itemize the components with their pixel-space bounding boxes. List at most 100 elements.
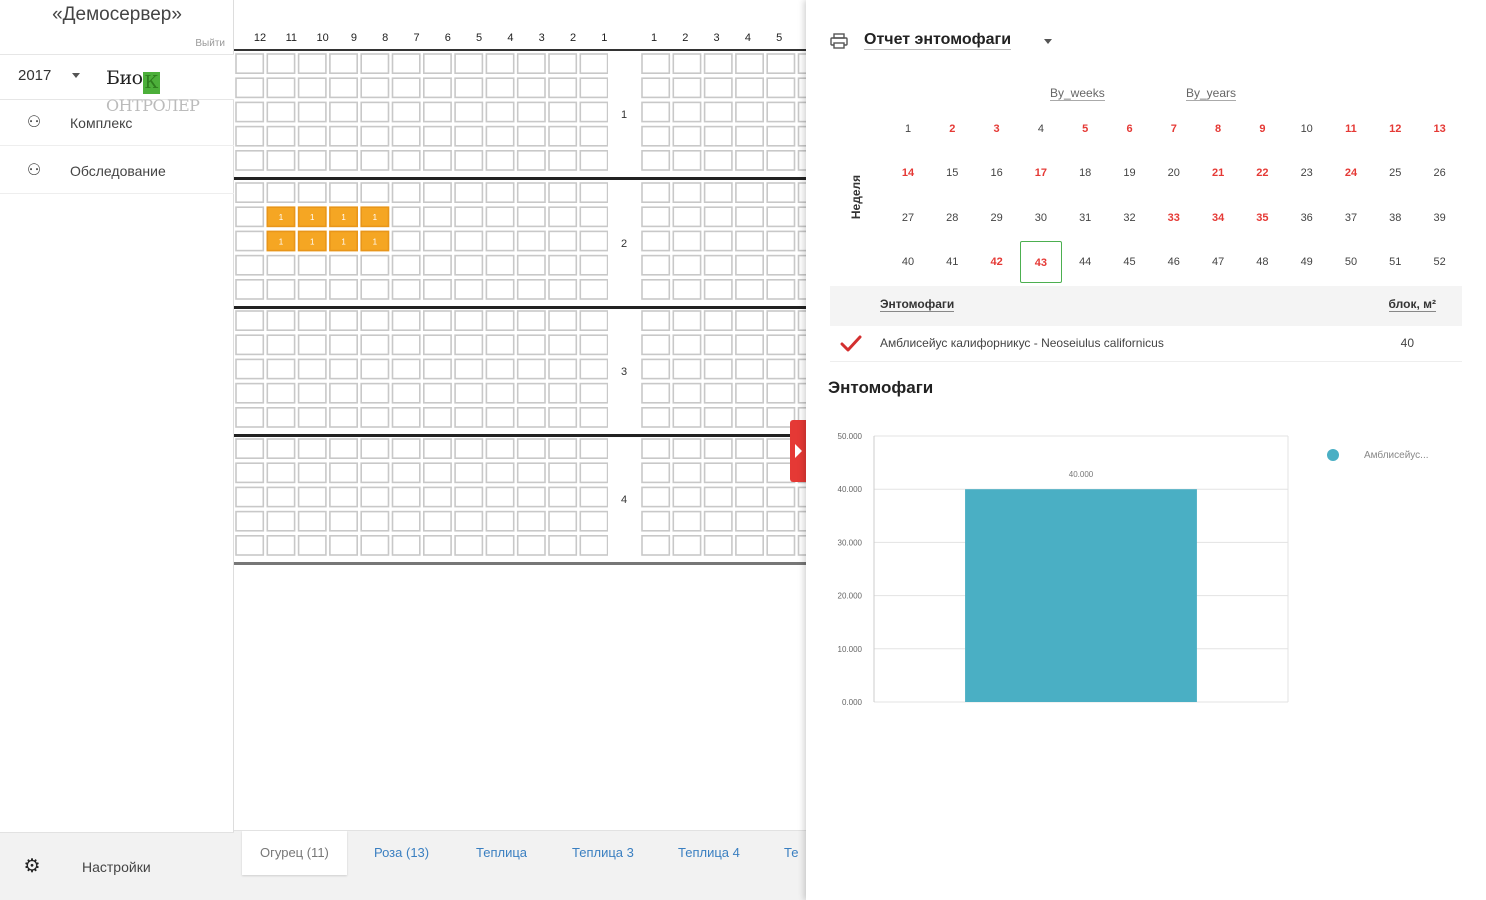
grid-cell[interactable] — [579, 438, 609, 460]
grid-cell[interactable] — [766, 310, 796, 332]
grid-cell[interactable] — [485, 486, 515, 508]
grid-cell[interactable] — [735, 206, 764, 228]
week-cell[interactable]: 7 — [1170, 123, 1177, 135]
grid-cell[interactable] — [548, 278, 578, 300]
grid-cell[interactable] — [672, 278, 702, 300]
grid-cell[interactable] — [485, 534, 515, 556]
week-cell[interactable]: 29 — [990, 211, 1003, 224]
grid-cell[interactable] — [797, 510, 807, 532]
week-cell[interactable]: 39 — [1433, 211, 1446, 224]
legend-label[interactable]: Амблисейус... — [1364, 449, 1429, 461]
grid-cell[interactable] — [391, 230, 421, 252]
grid-cell[interactable] — [548, 53, 578, 75]
grid-cell[interactable] — [766, 254, 796, 276]
grid-cell[interactable] — [235, 310, 265, 332]
grid-cell[interactable] — [672, 510, 702, 532]
grid-cell[interactable] — [454, 334, 484, 356]
grid-cell[interactable] — [329, 125, 359, 147]
grid-cell[interactable] — [548, 382, 578, 404]
grid-cell[interactable] — [735, 53, 764, 75]
week-cell[interactable]: 28 — [946, 211, 959, 224]
grid-cell[interactable] — [266, 510, 296, 532]
grid-cell[interactable] — [735, 278, 764, 300]
grid-cell[interactable] — [423, 310, 452, 332]
grid-cell[interactable] — [516, 77, 546, 99]
grid-cell[interactable] — [703, 150, 733, 171]
grid-cell[interactable] — [423, 230, 452, 252]
week-cell[interactable]: 36 — [1300, 211, 1313, 224]
week-cell[interactable]: 20 — [1167, 167, 1180, 180]
grid-cell[interactable] — [454, 182, 484, 204]
grid-cell[interactable] — [735, 230, 764, 252]
grid-cell[interactable] — [735, 438, 764, 460]
grid-cell[interactable] — [703, 438, 733, 460]
grid-cell[interactable] — [423, 382, 452, 404]
grid-cell[interactable] — [360, 125, 390, 147]
grid-cell[interactable] — [423, 254, 452, 276]
grid-cell[interactable] — [703, 125, 733, 147]
week-cell[interactable]: 37 — [1344, 211, 1358, 224]
grid-cell[interactable] — [485, 53, 515, 75]
grid-cell[interactable] — [235, 230, 265, 252]
grid-cell[interactable] — [548, 438, 578, 460]
grid-cell[interactable] — [423, 510, 452, 532]
grid-cell[interactable] — [485, 101, 515, 123]
grid-cell[interactable] — [329, 150, 359, 171]
grid-cell[interactable] — [641, 486, 671, 508]
grid-cell[interactable] — [797, 206, 807, 228]
grid-cell[interactable] — [703, 534, 733, 556]
grid-cell[interactable] — [579, 534, 609, 556]
grid-cell[interactable] — [235, 486, 265, 508]
grid-cell[interactable] — [516, 382, 546, 404]
grid-cell[interactable] — [235, 334, 265, 356]
grid-cell[interactable] — [672, 101, 702, 123]
tab-cucumber[interactable]: Огурец (11) — [242, 831, 347, 875]
grid-cell[interactable] — [360, 534, 390, 556]
grid-cell[interactable] — [672, 125, 702, 147]
grid-cell[interactable] — [391, 53, 421, 75]
grid-cell[interactable] — [297, 510, 327, 532]
grid-cell[interactable] — [579, 182, 609, 204]
grid-cell[interactable] — [485, 310, 515, 332]
grid-cell[interactable] — [454, 358, 484, 380]
week-cell[interactable]: 6 — [1126, 123, 1133, 135]
grid-cell[interactable] — [266, 438, 296, 460]
grid-cell[interactable] — [360, 334, 390, 356]
week-cell[interactable]: 52 — [1433, 255, 1446, 268]
grid-cell[interactable] — [423, 406, 452, 428]
grid-cell[interactable] — [235, 206, 265, 228]
grid-cell[interactable] — [516, 406, 546, 428]
grid-cell[interactable] — [703, 278, 733, 300]
chevron-down-icon[interactable] — [72, 73, 80, 78]
mode-by-years[interactable]: By_years — [1186, 86, 1237, 101]
week-cell[interactable]: 38 — [1389, 211, 1402, 224]
week-cell[interactable]: 8 — [1215, 123, 1222, 135]
grid-cell[interactable] — [703, 510, 733, 532]
grid-cell[interactable] — [641, 510, 671, 532]
grid-cell[interactable] — [266, 534, 296, 556]
week-cell-selected[interactable]: 43 — [1019, 240, 1062, 283]
grid-cell-marked[interactable] — [360, 230, 390, 252]
week-cell[interactable]: 35 — [1256, 211, 1269, 224]
grid-cell-marked[interactable] — [329, 230, 359, 252]
grid-cell[interactable] — [235, 382, 265, 404]
week-cell[interactable]: 40 — [901, 255, 915, 268]
grid-cell[interactable] — [735, 462, 764, 484]
grid-cell[interactable] — [766, 382, 796, 404]
grid-cell[interactable] — [672, 358, 702, 380]
grid-cell[interactable] — [672, 486, 702, 508]
week-cell[interactable]: 5 — [1082, 123, 1089, 135]
grid-cell[interactable] — [297, 406, 327, 428]
grid-cell[interactable] — [235, 534, 265, 556]
grid-cell[interactable] — [485, 334, 515, 356]
grid-cell[interactable] — [672, 334, 702, 356]
grid-cell[interactable] — [454, 77, 484, 99]
tab-greenhouse-more[interactable]: Те — [784, 845, 799, 860]
grid-cell[interactable] — [672, 534, 702, 556]
grid-cell[interactable] — [391, 334, 421, 356]
grid-cell[interactable] — [360, 510, 390, 532]
grid-cell[interactable] — [735, 406, 764, 428]
grid-cell[interactable] — [297, 278, 327, 300]
grid-cell[interactable] — [454, 206, 484, 228]
table-row[interactable]: Амблисейус калифорникус - Neoseiulus cal… — [830, 326, 1462, 362]
